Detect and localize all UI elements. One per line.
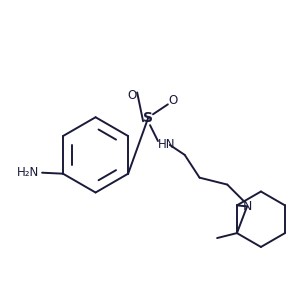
Text: H₂N: H₂N	[17, 166, 39, 179]
Text: O: O	[128, 89, 137, 102]
Text: N: N	[242, 200, 252, 213]
Text: HN: HN	[158, 139, 175, 151]
Text: O: O	[168, 94, 177, 107]
Text: S: S	[143, 111, 153, 125]
